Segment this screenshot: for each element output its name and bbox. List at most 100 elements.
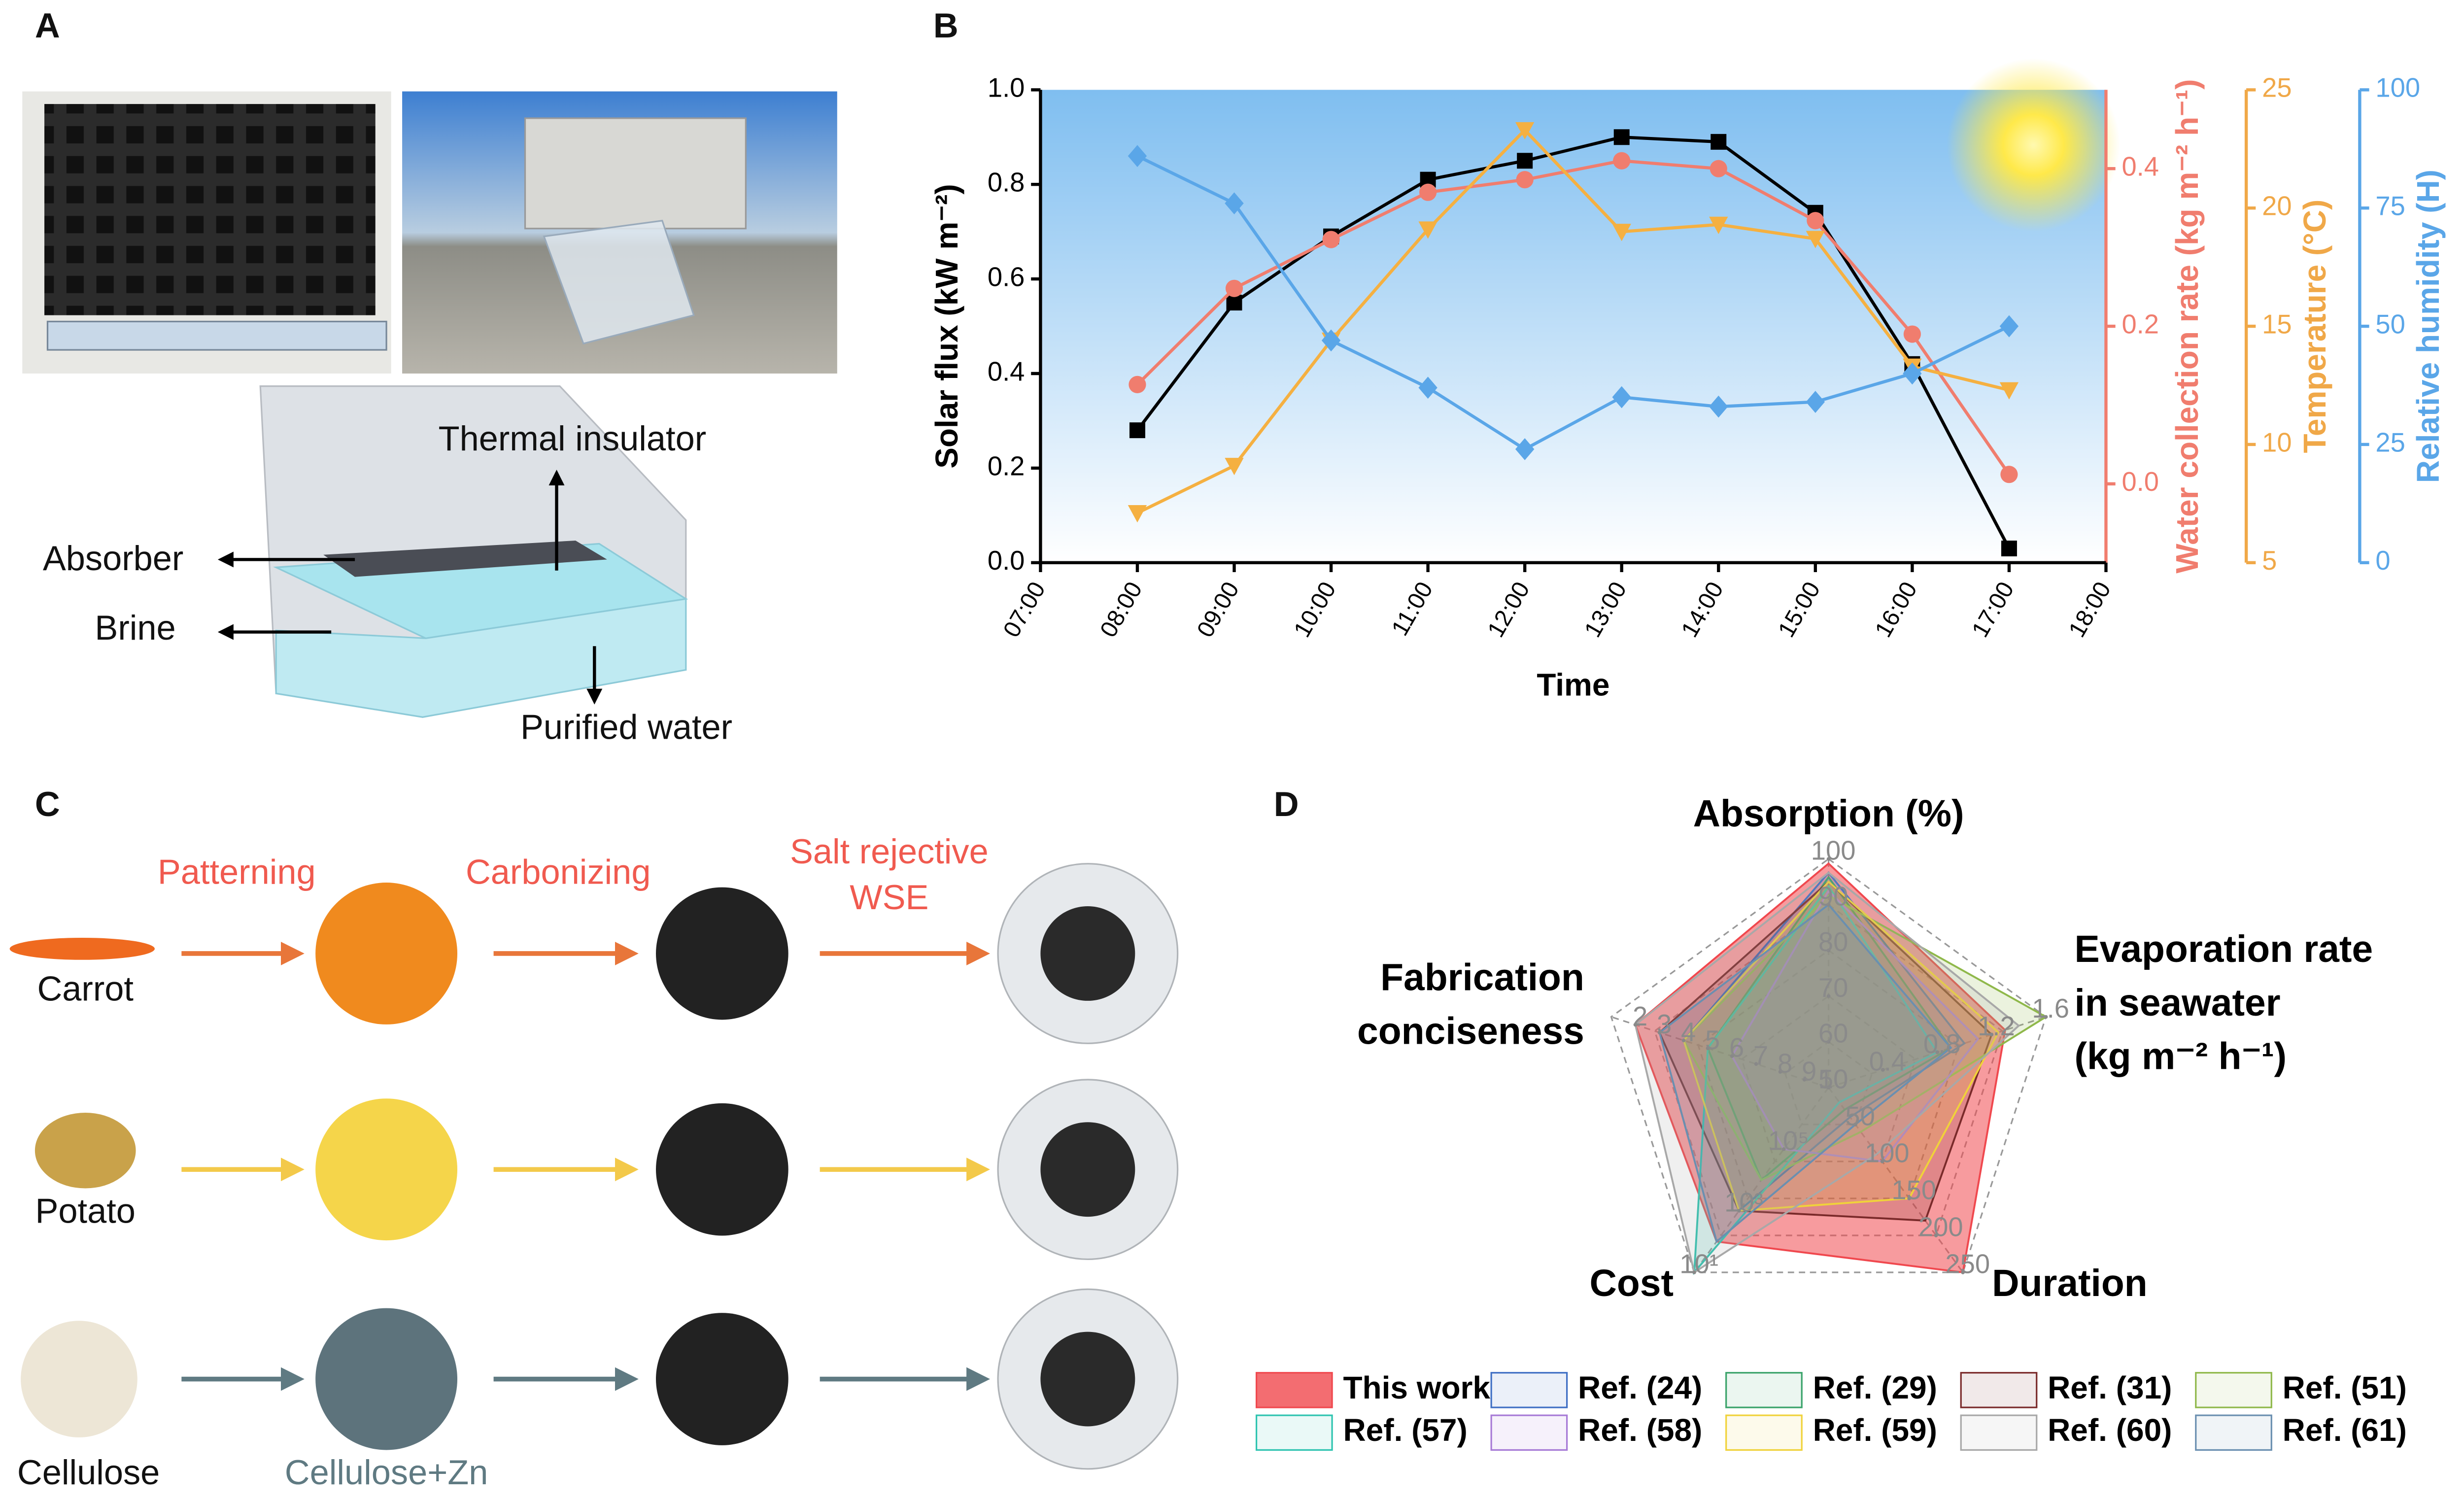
y-tick-label: 0.4: [2122, 152, 2159, 182]
device-inner: [1040, 906, 1135, 1001]
panel-label: B: [933, 6, 958, 45]
radar-tick: [1681, 1038, 1686, 1043]
step-label: Carbonizing: [466, 853, 650, 891]
series-line: [1136, 128, 2010, 514]
marker: [1806, 231, 1825, 248]
radar-tick-label: 0.8: [1923, 1029, 1961, 1059]
radar-axis-label: (kg m⁻² h⁻¹): [2075, 1036, 2287, 1078]
radar-tick: [1935, 1050, 1939, 1055]
step-label: Patterning: [158, 853, 316, 891]
marker: [1515, 122, 1535, 140]
y-tick-label: 25: [2375, 427, 2405, 457]
radar-tick: [1961, 1270, 1965, 1274]
radar-tick: [1826, 902, 1831, 907]
radar-tick: [1881, 1068, 1885, 1072]
absorber: [323, 541, 607, 577]
panel-label: C: [35, 785, 60, 823]
radar-axis-label: Absorption (%): [1693, 793, 1964, 835]
radar-tick: [1934, 1233, 1938, 1237]
panel-c: Patterning Carbonizing Salt rejective WS…: [9, 832, 1179, 1492]
y-tick-label: 5: [2262, 546, 2277, 576]
carbonized: [656, 1103, 788, 1236]
radar-area: [1731, 889, 1980, 1162]
x-tick-label: 11:00: [1387, 578, 1438, 640]
building: [524, 117, 747, 230]
marker: [1128, 505, 1147, 523]
x-tick-label: 15:00: [1773, 578, 1825, 642]
patterned: [315, 1098, 458, 1241]
legend-label: Ref. (59): [1813, 1412, 1937, 1448]
radar-tick-label: 6: [1729, 1033, 1744, 1063]
potato: [34, 1113, 136, 1189]
radar-area: [1634, 862, 2006, 1274]
radar-axis-label: Cost: [1589, 1263, 1674, 1304]
marker: [1516, 171, 1534, 189]
radar-area: [1634, 871, 2020, 1274]
sun: [1947, 58, 2121, 232]
material-label: Potato: [35, 1191, 136, 1230]
device-photo: [543, 220, 695, 345]
radar-tick: [1989, 1032, 1994, 1037]
y-tick-label: 20: [2262, 191, 2292, 221]
marker: [1710, 160, 1727, 177]
carrot: [9, 938, 155, 960]
legend-swatch: [1255, 1372, 1333, 1408]
patterned: [315, 883, 458, 1024]
marker: [1515, 438, 1535, 460]
diagram-label: Purified water: [520, 707, 732, 746]
carbonized: [656, 1313, 788, 1445]
radar-tick-label: 100: [1811, 836, 1856, 866]
water: [275, 598, 687, 718]
radar-tick: [1730, 1054, 1734, 1058]
radar-axis-label: Duration: [1992, 1263, 2148, 1304]
y-tick-label: 15: [2262, 309, 2292, 339]
radar-tick: [1853, 1123, 1857, 1126]
radar-tick-label: 50: [1845, 1101, 1875, 1131]
radar-tick: [1706, 1046, 1710, 1051]
radar-area: [1682, 880, 2000, 1212]
radar-tick-label: 7: [1753, 1041, 1768, 1071]
x-tick-label: 08:00: [1095, 578, 1148, 642]
legend-swatch: [1490, 1372, 1568, 1408]
radar-tick: [1826, 948, 1831, 953]
marker: [2001, 541, 2017, 557]
marker: [1418, 221, 1437, 239]
radar-tick: [1737, 1209, 1741, 1213]
marker: [1807, 212, 1824, 230]
radar-axis-label: conciseness: [1357, 1010, 1584, 1052]
radar-tick-label: 1.2: [1978, 1011, 2015, 1041]
marker: [1225, 279, 1243, 297]
material-label: Carrot: [37, 969, 134, 1008]
panel-a: Thermal insulator Absorber Brine Purifie…: [22, 91, 837, 746]
marker: [1129, 376, 1146, 393]
marker: [1225, 458, 1244, 476]
radar-tick: [1657, 1030, 1662, 1035]
x-tick-label: 12:00: [1483, 578, 1535, 642]
radar-tick: [1781, 1147, 1786, 1151]
radar-tick-label: 0.4: [1869, 1047, 1907, 1077]
radar-tick: [1826, 857, 1831, 861]
radar-area: [1682, 894, 2048, 1181]
radar-tick-label: 9: [1802, 1056, 1816, 1086]
y-tick-label: 0.2: [988, 451, 1025, 481]
legend-label: Ref. (61): [2283, 1412, 2407, 1448]
radar-tick-label: 150: [1891, 1175, 1936, 1205]
radar-tick-label: 60: [1818, 1019, 1848, 1049]
radar-tick: [1826, 1040, 1831, 1044]
cellulose: [21, 1321, 137, 1437]
radar-tick-label: 4: [1681, 1017, 1696, 1047]
intermediate-label: Cellulose+Zn: [285, 1453, 488, 1492]
patterned: [315, 1308, 458, 1450]
y-tick-label: 10: [2262, 427, 2292, 457]
y-tick-label: 0.6: [988, 262, 1025, 292]
marker: [1903, 325, 1921, 343]
legend-label: This work: [1343, 1370, 1490, 1405]
legend-swatch: [2195, 1414, 2272, 1451]
legend-swatch: [1725, 1372, 1803, 1408]
panel-label: A: [35, 6, 60, 45]
panel-label: D: [1274, 785, 1299, 823]
marker: [1613, 129, 1630, 145]
y-tick-label: 0.4: [988, 356, 1025, 386]
diagram-label: Brine: [95, 608, 175, 647]
